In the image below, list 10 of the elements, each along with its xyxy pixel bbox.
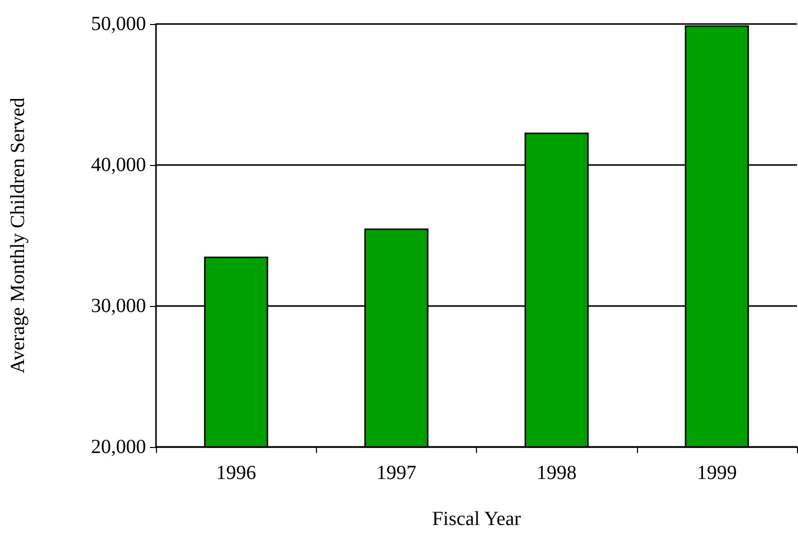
x-tick-label: 1997	[376, 462, 416, 484]
y-tick-label: 50,000	[91, 13, 146, 35]
y-axis-title: Average Monthly Children Served	[7, 98, 29, 374]
y-tick-label: 30,000	[91, 295, 146, 317]
y-tick-label: 20,000	[91, 436, 146, 458]
x-tick-label: 1996	[216, 462, 256, 484]
x-axis-title: Fiscal Year	[432, 508, 522, 530]
y-tick-label: 40,000	[91, 154, 146, 176]
x-tick-label: 1999	[696, 462, 737, 484]
x-tick-label: 1998	[536, 462, 577, 484]
